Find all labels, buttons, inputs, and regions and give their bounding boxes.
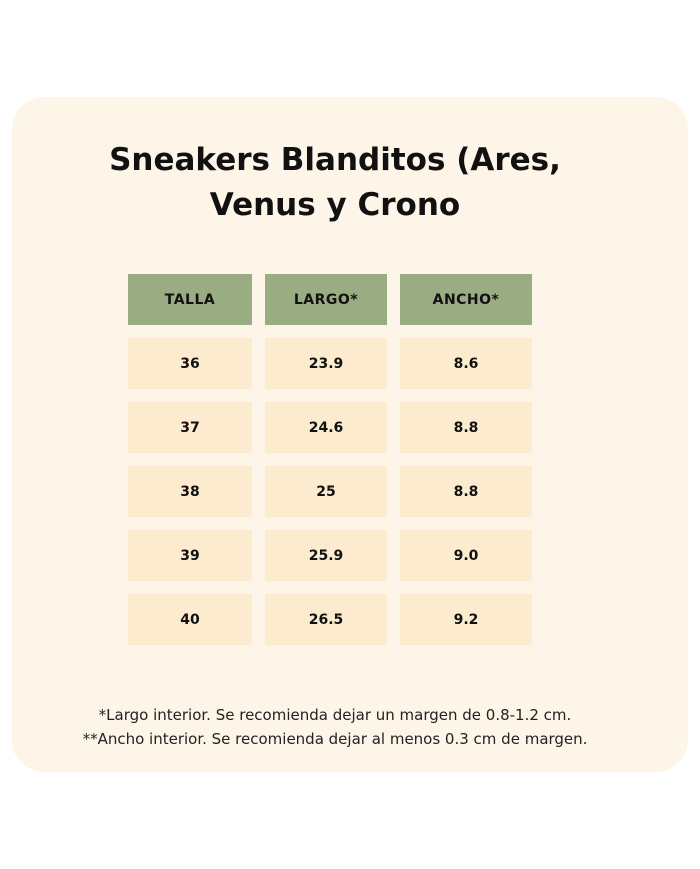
cell-talla: 40 xyxy=(128,594,252,645)
cell-largo: 25 xyxy=(265,466,387,517)
cell-ancho: 9.2 xyxy=(400,594,532,645)
header-ancho: ANCHO* xyxy=(400,274,532,325)
cell-largo: 23.9 xyxy=(265,338,387,389)
footnote-largo: *Largo interior. Se recomienda dejar un … xyxy=(98,706,572,724)
cell-ancho: 8.6 xyxy=(400,338,532,389)
header-talla: TALLA xyxy=(128,274,252,325)
cell-talla: 36 xyxy=(128,338,252,389)
header-largo: LARGO* xyxy=(265,274,387,325)
cell-ancho: 8.8 xyxy=(400,402,532,453)
cell-talla: 37 xyxy=(128,402,252,453)
cell-talla: 39 xyxy=(128,530,252,581)
footnote-ancho: **Ancho interior. Se recomienda dejar al… xyxy=(82,730,588,748)
cell-largo: 25.9 xyxy=(265,530,387,581)
cell-talla: 38 xyxy=(128,466,252,517)
cell-ancho: 8.8 xyxy=(400,466,532,517)
cell-largo: 26.5 xyxy=(265,594,387,645)
cell-ancho: 9.0 xyxy=(400,530,532,581)
footnotes: *Largo interior. Se recomienda dejar un … xyxy=(30,703,640,751)
page-title: Sneakers Blanditos (Ares, Venus y Crono xyxy=(109,142,561,223)
cell-largo: 24.6 xyxy=(265,402,387,453)
